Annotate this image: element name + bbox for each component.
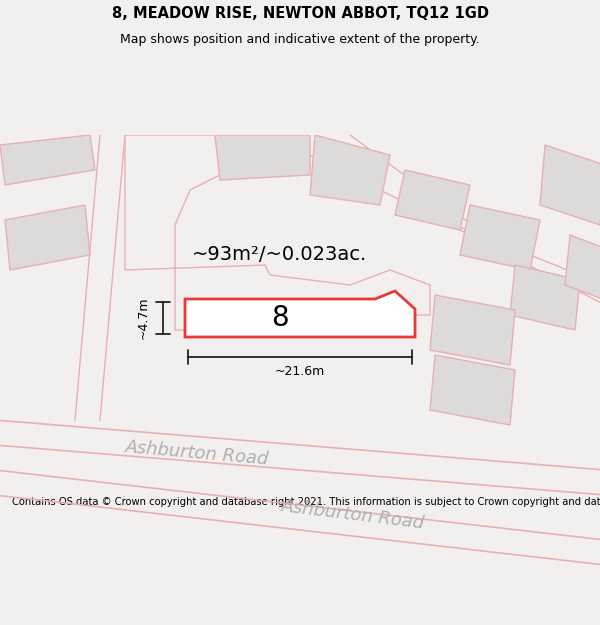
- Polygon shape: [215, 135, 310, 180]
- Text: Map shows position and indicative extent of the property.: Map shows position and indicative extent…: [120, 32, 480, 46]
- Polygon shape: [430, 355, 515, 425]
- Polygon shape: [460, 205, 540, 270]
- Text: ~4.7m: ~4.7m: [137, 297, 149, 339]
- Polygon shape: [565, 235, 600, 300]
- Text: Ashburton Road: Ashburton Road: [125, 438, 270, 468]
- Polygon shape: [395, 170, 470, 230]
- Polygon shape: [0, 135, 95, 185]
- Polygon shape: [540, 145, 600, 225]
- Text: Contains OS data © Crown copyright and database right 2021. This information is : Contains OS data © Crown copyright and d…: [12, 497, 600, 507]
- Text: ~93m²/~0.023ac.: ~93m²/~0.023ac.: [193, 244, 368, 264]
- Polygon shape: [510, 265, 580, 330]
- Text: Ashburton Road: Ashburton Road: [280, 498, 425, 532]
- Text: ~21.6m: ~21.6m: [275, 364, 325, 378]
- Polygon shape: [430, 295, 515, 365]
- Polygon shape: [5, 205, 90, 270]
- Polygon shape: [185, 291, 415, 337]
- Text: 8: 8: [271, 304, 289, 332]
- Polygon shape: [125, 135, 430, 330]
- Text: 8, MEADOW RISE, NEWTON ABBOT, TQ12 1GD: 8, MEADOW RISE, NEWTON ABBOT, TQ12 1GD: [112, 6, 488, 21]
- Polygon shape: [310, 135, 390, 205]
